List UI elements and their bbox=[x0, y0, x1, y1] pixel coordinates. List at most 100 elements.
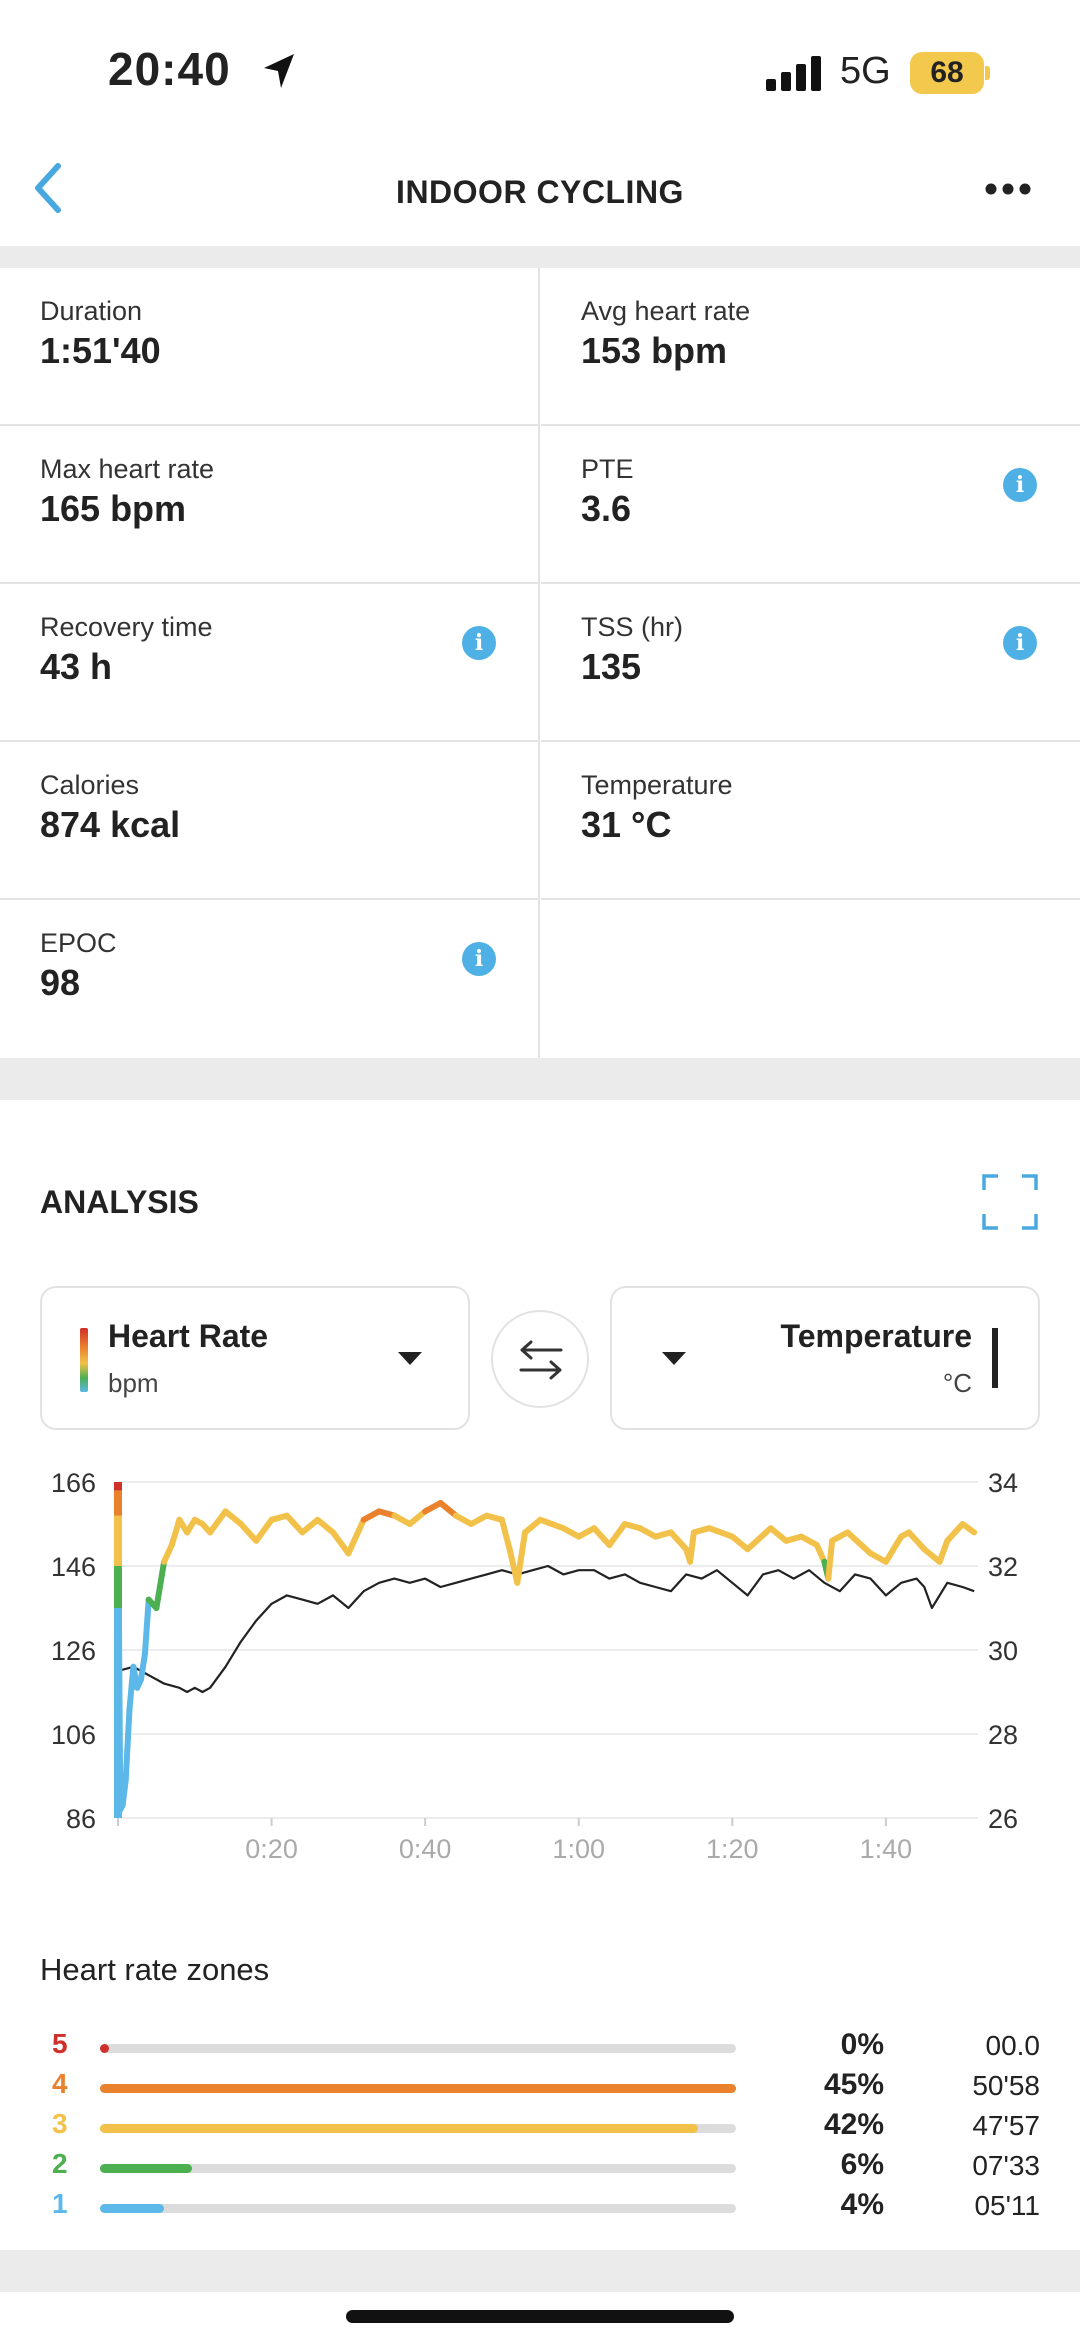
back-chevron-icon[interactable] bbox=[30, 160, 66, 216]
heart-rate-segment bbox=[729, 1533, 751, 1553]
heart-rate-segment bbox=[921, 1546, 943, 1565]
stat-temperature: Temperature 31 °C bbox=[541, 742, 1080, 900]
zone-bar-fill bbox=[100, 2164, 193, 2173]
swap-arrows-icon bbox=[519, 1340, 563, 1380]
heart-rate-segment bbox=[687, 1529, 697, 1565]
heart-rate-segment bbox=[944, 1521, 966, 1544]
stat-label: Avg heart rate bbox=[581, 296, 751, 326]
heart-rate-segment bbox=[141, 1596, 152, 1658]
heart-rate-segment bbox=[498, 1516, 513, 1553]
stat-label: Recovery time bbox=[40, 612, 213, 642]
analysis-chart[interactable]: 166 146 126 106 86 34 32 30 28 26 0:20 0:40 1:00 1:20… bbox=[0, 1460, 1080, 1860]
temperature-legend-swatch bbox=[992, 1328, 998, 1388]
zones-title: Heart rate zones bbox=[40, 1952, 270, 1987]
zone-number: 4 bbox=[52, 2068, 68, 2099]
stat-label: Temperature bbox=[581, 770, 733, 800]
x-tick-label: 0:40 bbox=[399, 1834, 452, 1860]
zone-time: 50'58 bbox=[972, 2070, 1040, 2101]
heart-rate-segment bbox=[844, 1529, 874, 1557]
analysis-title: ANALYSIS bbox=[40, 1184, 199, 1220]
x-tick-label: 1:00 bbox=[552, 1834, 605, 1860]
stat-label: TSS (hr) bbox=[581, 612, 684, 642]
dropdown-triangle-icon bbox=[662, 1352, 686, 1365]
stat-empty bbox=[541, 900, 1080, 1058]
swap-metrics-button[interactable] bbox=[491, 1310, 589, 1408]
right-tick-label: 26 bbox=[988, 1804, 1018, 1834]
heart-rate-spike-band bbox=[114, 1566, 122, 1608]
heart-rate-segment bbox=[522, 1516, 544, 1536]
more-options-icon[interactable] bbox=[985, 182, 1031, 196]
dropdown-triangle-icon bbox=[398, 1352, 422, 1365]
heart-rate-segment bbox=[813, 1542, 828, 1565]
battery-nub bbox=[985, 66, 990, 80]
zone-time: 07'33 bbox=[972, 2150, 1040, 2181]
heart-rate-segment bbox=[330, 1529, 352, 1557]
heart-rate-legend-swatch bbox=[80, 1328, 88, 1392]
heart-rate-segment bbox=[119, 1777, 129, 1809]
heart-rate-segment bbox=[606, 1521, 628, 1548]
heart-rate-segment bbox=[667, 1529, 690, 1553]
heart-rate-segment bbox=[237, 1521, 260, 1544]
stat-value: 43 h bbox=[40, 646, 113, 687]
heart-rate-spike-band bbox=[114, 1490, 122, 1516]
stat-label: PTE bbox=[581, 454, 634, 484]
heart-rate-segment bbox=[222, 1508, 244, 1527]
heart-rate-segment bbox=[744, 1525, 774, 1553]
zone-percent: 0% bbox=[840, 2028, 884, 2061]
battery-indicator: 68 bbox=[910, 52, 984, 94]
x-tick-label: 1:40 bbox=[860, 1834, 913, 1860]
heart-rate-segment bbox=[591, 1525, 613, 1548]
heart-rate-segment bbox=[537, 1516, 567, 1532]
right-metric-unit: °C bbox=[942, 1368, 972, 1398]
fullscreen-icon[interactable] bbox=[982, 1174, 1038, 1230]
zone-time: 00.0 bbox=[985, 2030, 1041, 2061]
zone-bar bbox=[100, 2204, 736, 2213]
heart-rate-spike-band bbox=[114, 1482, 122, 1491]
left-metric-selector[interactable]: Heart Rate bpm bbox=[40, 1286, 470, 1430]
heart-rate-segment bbox=[959, 1521, 978, 1536]
heart-rate-segment bbox=[153, 1558, 168, 1611]
heart-rate-segment bbox=[161, 1542, 175, 1565]
page-title: INDOOR CYCLING bbox=[396, 174, 684, 210]
left-tick-label: 126 bbox=[51, 1636, 96, 1666]
status-time: 20:40 bbox=[108, 43, 231, 95]
info-icon[interactable]: i bbox=[1003, 468, 1037, 502]
stat-pte: PTE 3.6 i bbox=[541, 426, 1080, 584]
stat-avg-heart-rate: Avg heart rate 153 bpm bbox=[541, 268, 1080, 426]
stat-epoc: EPOC 98 i bbox=[0, 900, 540, 1058]
left-metric-name: Heart Rate bbox=[108, 1318, 269, 1354]
heart-rate-segment bbox=[283, 1512, 306, 1536]
stat-value: 1:51'40 bbox=[40, 330, 161, 371]
bottom-divider bbox=[0, 2250, 1080, 2292]
zone-bar-fill bbox=[100, 2084, 736, 2093]
stat-value: 165 bpm bbox=[40, 488, 187, 529]
heart-rate-segment bbox=[437, 1500, 459, 1519]
info-icon[interactable]: i bbox=[1003, 626, 1037, 660]
heart-rate-segment bbox=[905, 1529, 928, 1553]
zone-percent: 45% bbox=[823, 2068, 884, 2101]
info-icon[interactable]: i bbox=[462, 942, 496, 976]
heart-rate-segment bbox=[767, 1525, 789, 1544]
zone-row-2: 2 6% 07'33 bbox=[0, 2148, 1080, 2188]
stat-calories: Calories 874 kcal bbox=[0, 742, 540, 900]
stat-value: 153 bpm bbox=[581, 330, 728, 371]
zone-number: 1 bbox=[52, 2188, 68, 2219]
heart-rate-segment bbox=[406, 1508, 429, 1527]
temperature-series-line bbox=[117, 1564, 975, 1694]
zone-bar-fill bbox=[100, 2044, 109, 2053]
heart-rate-segment bbox=[514, 1529, 528, 1586]
zone-row-3: 3 42% 47'57 bbox=[0, 2108, 1080, 2148]
heart-rate-segment bbox=[345, 1516, 367, 1557]
left-tick-label: 106 bbox=[51, 1720, 96, 1750]
home-indicator bbox=[346, 2310, 734, 2323]
right-tick-label: 32 bbox=[988, 1552, 1018, 1582]
stat-value: 135 bbox=[581, 646, 642, 687]
zone-bar bbox=[100, 2164, 736, 2173]
stat-label: Max heart rate bbox=[40, 454, 215, 484]
right-metric-selector[interactable]: Temperature °C bbox=[610, 1286, 1040, 1430]
heart-rate-segment bbox=[936, 1537, 951, 1565]
heart-rate-spike-band bbox=[114, 1608, 122, 1818]
stat-value: 31 °C bbox=[581, 804, 672, 845]
info-icon[interactable]: i bbox=[462, 626, 496, 660]
stat-label: Calories bbox=[40, 770, 140, 800]
